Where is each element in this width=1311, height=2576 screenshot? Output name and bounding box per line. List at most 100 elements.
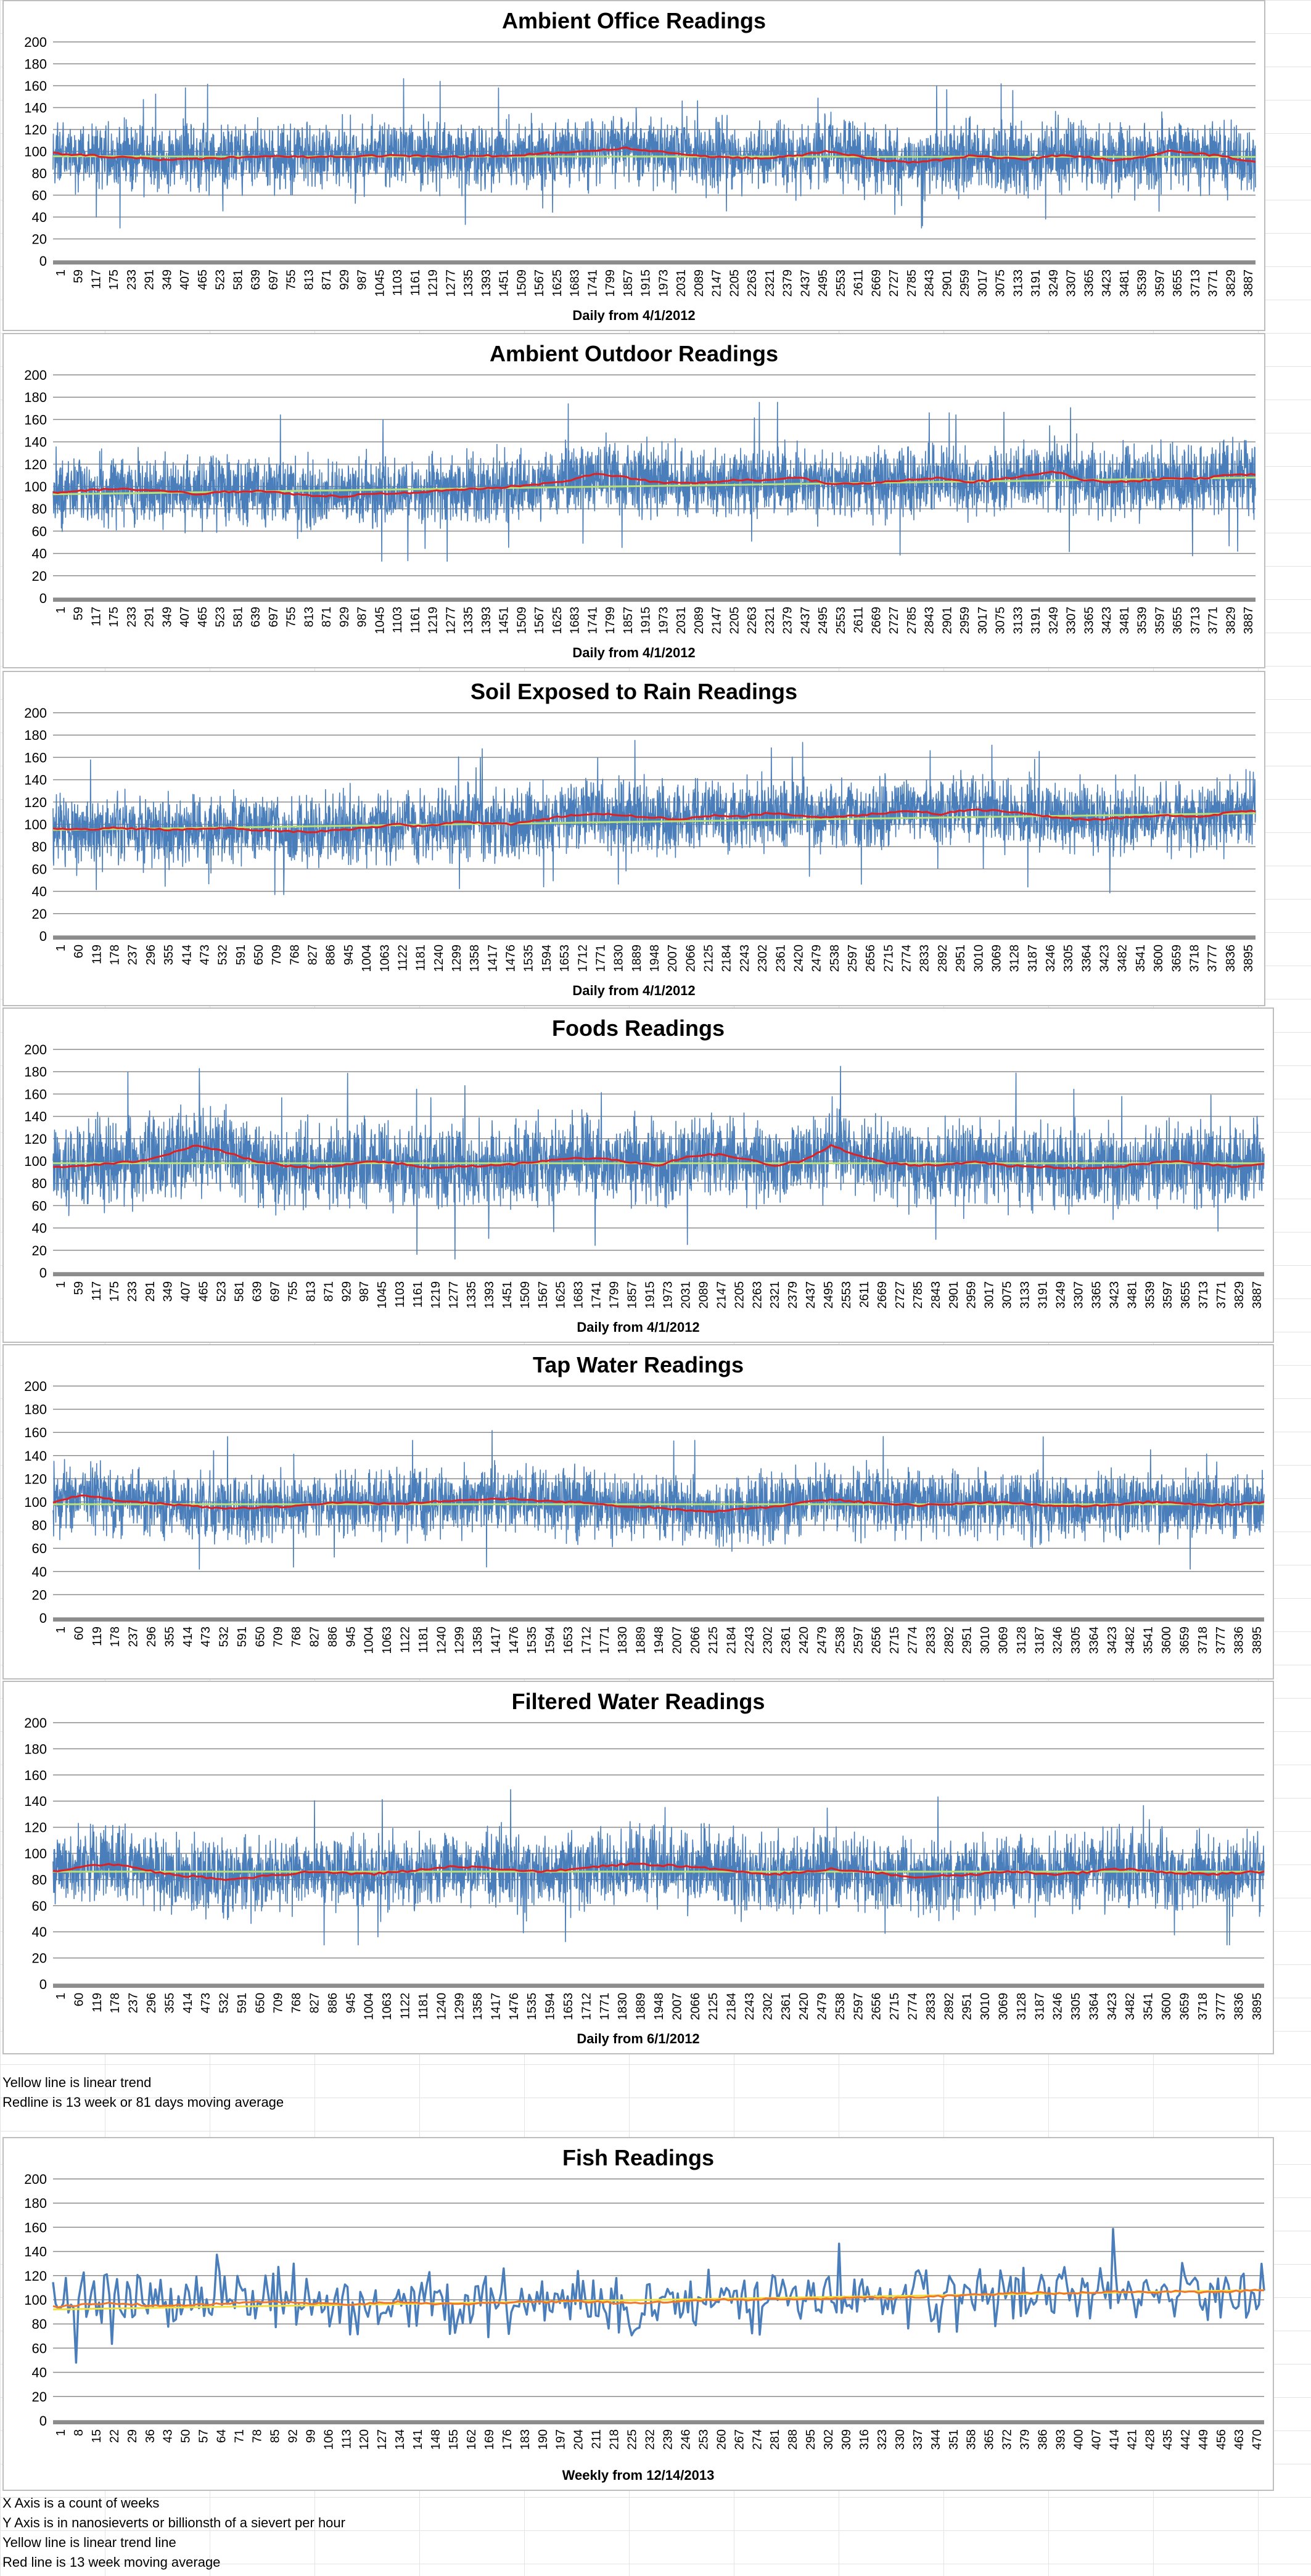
y-tick-label: 100	[24, 1495, 47, 1510]
x-tick-label: 456	[1215, 2429, 1228, 2450]
x-tick-label: 1451	[498, 607, 511, 634]
x-tick-label: 2959	[958, 607, 972, 634]
x-tick-label: 1476	[504, 945, 518, 972]
x-tick-label: 3481	[1125, 1281, 1139, 1309]
x-tick-label: 3364	[1088, 1626, 1101, 1654]
x-tick-label: 2611	[852, 269, 866, 296]
chart-fish[interactable]: Fish Readings 0 20 40 60 80 100 120 140 160 180 200…	[2, 2137, 1274, 2491]
x-tick-label: 2321	[768, 1281, 782, 1309]
x-tick-label: 1594	[540, 945, 554, 972]
x-tick-label: 237	[127, 1626, 141, 1647]
x-tick-label: 2951	[961, 1626, 974, 1654]
x-tick-label: 2302	[756, 945, 770, 972]
y-tick-label: 20	[32, 568, 47, 584]
x-tick-label: 2147	[710, 607, 724, 634]
x-tick-label: 473	[199, 1993, 213, 2013]
y-tick-label: 120	[24, 795, 47, 810]
x-tick-label: 50	[179, 2429, 193, 2443]
x-tick-label: 22	[108, 2429, 121, 2443]
series-trend	[52, 812, 1256, 831]
x-tick-label: 2774	[906, 1626, 920, 1654]
x-tick-label: 113	[340, 2429, 353, 2449]
y-tick-label: 100	[24, 1846, 47, 1861]
y-tick-label: 60	[32, 188, 47, 203]
x-tick-label: 1161	[411, 1281, 425, 1308]
x-tick-label: 2669	[876, 1281, 889, 1309]
y-tick-label: 160	[24, 1425, 47, 1440]
chart-svg: Fish Readings 0 20 40 60 80 100 120 140 160 180 200…	[24, 2145, 1265, 2483]
x-tick-label: 2774	[900, 945, 914, 972]
y-tick-label: 140	[24, 100, 47, 116]
x-tick-label: 155	[447, 2429, 461, 2450]
x-tick-label: 2538	[834, 1993, 847, 2020]
x-tick-label: 697	[267, 269, 281, 290]
x-tick-label: 2184	[725, 1626, 739, 1654]
x-tick-label: 2892	[942, 1993, 956, 2020]
x-tick-label: 1358	[471, 1993, 485, 2020]
x-tick-label: 3895	[1251, 1993, 1264, 2020]
y-tick-label: 80	[32, 2316, 47, 2332]
x-tick-label: 532	[216, 945, 230, 965]
y-tick-label: 80	[32, 1176, 47, 1191]
series-readings	[52, 1065, 1265, 1260]
x-tick-label: 3010	[979, 1626, 992, 1654]
x-tick-label: 2361	[774, 945, 787, 972]
chart-ambient-office[interactable]: Ambient Office Readings 0 20 40 60 80 100 120 14…	[2, 0, 1265, 331]
x-tick-label: 1299	[453, 1993, 467, 2020]
x-tick-label: 141	[411, 2429, 425, 2450]
chart-foods[interactable]: Foods Readings 0 20 40 60 80 100 120 140 160 180 20…	[2, 1007, 1274, 1343]
chart-filtered-water[interactable]: Filtered Water Readings 0 20 40 60 80 100 120 14…	[2, 1681, 1274, 2054]
x-tick-label: 650	[252, 945, 266, 965]
x-tick-label: 178	[109, 1626, 122, 1647]
x-tick-label: 3128	[1008, 945, 1022, 972]
x-tick-label: 3655	[1171, 607, 1185, 634]
x-tick-label: 1509	[519, 1281, 532, 1309]
y-tick-label: 80	[32, 1518, 47, 1533]
x-tick-label: 421	[1125, 2429, 1139, 2450]
x-tick-label: 3364	[1080, 945, 1093, 972]
x-tick-label: 2125	[702, 945, 716, 972]
x-tick-label: 351	[947, 2429, 961, 2450]
y-tick-label: 200	[24, 1042, 47, 1057]
x-tick-label: 2420	[797, 1993, 811, 2020]
x-tick-label: 2656	[864, 945, 877, 972]
x-tick-label: 3482	[1124, 1626, 1137, 1654]
x-tick-label: 3075	[994, 269, 1008, 297]
x-tick-label: 581	[233, 1281, 247, 1302]
x-tick-label: 59	[72, 269, 86, 283]
x-tick-label: 3836	[1224, 945, 1238, 972]
series-moving-average	[52, 1144, 1265, 1170]
chart-ambient-outdoor[interactable]: Ambient Outdoor Readings 0 20 40 60 80 100 120 1…	[2, 333, 1265, 668]
x-tick-label: 1299	[453, 1626, 467, 1654]
x-tick-label: 1771	[598, 1626, 612, 1654]
x-tick-label: 2321	[763, 269, 777, 297]
x-tick-label: 1181	[414, 945, 428, 971]
chart-title: Ambient Office Readings	[502, 8, 766, 33]
x-tick-label: 281	[768, 2429, 782, 2450]
x-tick-label: 709	[270, 945, 284, 965]
x-tick-label: 3133	[1019, 1281, 1032, 1309]
x-tick-label: 2031	[675, 607, 688, 634]
x-tick-label: 3423	[1098, 945, 1112, 972]
x-tick-label: 473	[199, 1626, 213, 1647]
x-tick-label: 1683	[569, 607, 582, 634]
x-tick-label: 2263	[746, 269, 759, 297]
chart-soil-exposed-to-rain[interactable]: Soil Exposed to Rain Readings 0 20 40 60 80 10…	[2, 671, 1265, 1006]
x-tick-label: 1567	[533, 607, 546, 634]
x-tick-label: 813	[302, 607, 316, 627]
x-tick-label: 2420	[797, 1626, 811, 1654]
chart-tap-water[interactable]: Tap Water Readings 0 20 40 60 80 100 120 140 160 1…	[2, 1344, 1274, 1680]
x-tick-label: 414	[180, 945, 194, 965]
x-tick-label: 3887	[1242, 269, 1256, 297]
x-tick-label: 1045	[376, 1281, 389, 1309]
x-tick-label: 2901	[940, 607, 954, 634]
x-tick-label: 2089	[692, 269, 706, 297]
x-tick-label: 2125	[707, 1993, 720, 2020]
x-tick-label: 349	[162, 1281, 175, 1302]
x-tick-label: 1741	[590, 1281, 604, 1309]
y-tick-label: 40	[32, 2365, 47, 2381]
x-tick-label: 3365	[1082, 269, 1096, 297]
x-tick-label: 2147	[710, 269, 724, 297]
x-tick-label: 309	[840, 2429, 853, 2450]
x-tick-label: 2833	[918, 945, 932, 972]
